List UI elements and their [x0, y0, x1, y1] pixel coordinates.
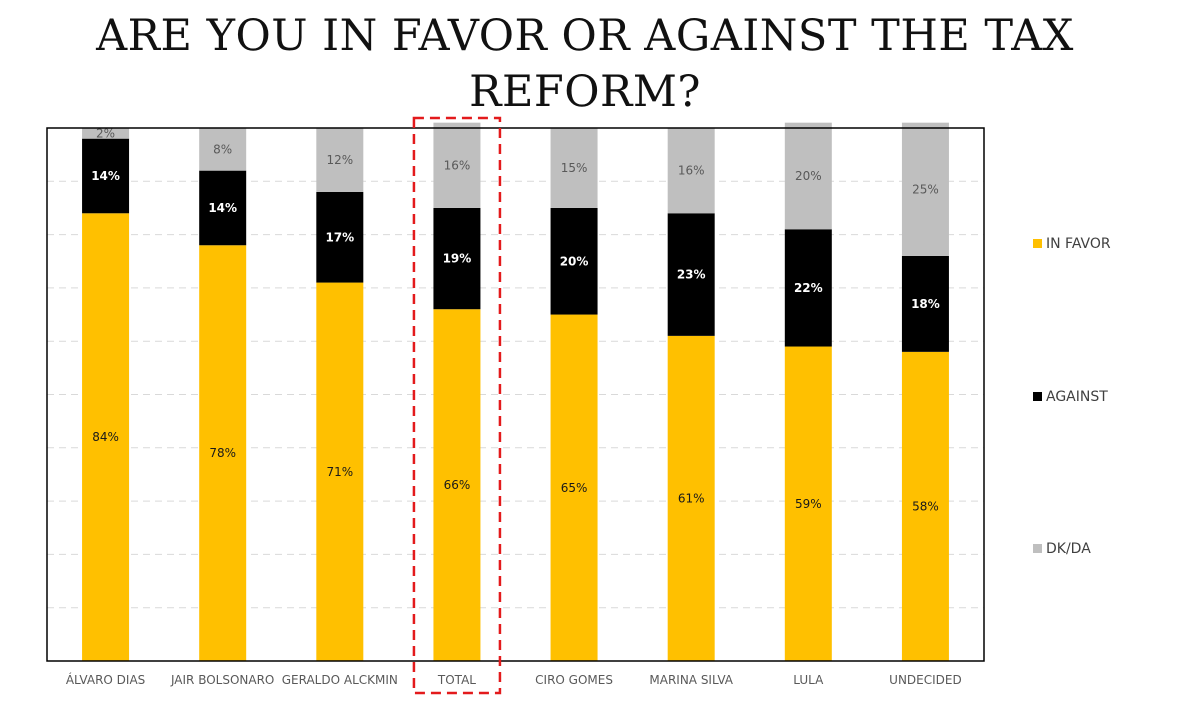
data-label: 25%	[912, 182, 939, 196]
data-label: 66%	[444, 478, 471, 492]
data-label: 65%	[561, 481, 588, 495]
chart-title: ARE YOU IN FAVOR OR AGAINST THE TAX REFO…	[96, 11, 1074, 117]
bar-segment	[433, 122, 481, 208]
bar-segment	[316, 128, 364, 192]
data-label: 71%	[326, 465, 353, 479]
data-label: 14%	[208, 201, 237, 215]
data-label: 14%	[91, 169, 120, 183]
bar-segment	[901, 122, 949, 256]
bars	[82, 122, 949, 661]
data-label: 16%	[678, 164, 705, 178]
category-label: JAIR BOLSONARO	[170, 673, 274, 687]
data-labels: 84% 14% 2% 78% 14% 8% 71% 17% 12% 66% 19% 16% 65% 20%…	[91, 126, 940, 513]
bar-segment	[550, 128, 598, 208]
gridlines	[47, 180, 984, 609]
bar-segment	[199, 245, 247, 661]
category-label: UNDECIDED	[889, 673, 962, 687]
data-label: 19%	[443, 252, 472, 266]
bar-segment	[784, 229, 832, 347]
legend-swatch	[1033, 392, 1042, 401]
legend-label: DK/DA	[1046, 541, 1091, 557]
bar-segment	[82, 138, 130, 214]
bar-segment	[433, 309, 481, 661]
bar-segment	[316, 282, 364, 661]
data-label: 61%	[678, 491, 705, 505]
data-label: 8%	[213, 142, 232, 156]
data-label: 15%	[561, 161, 588, 175]
bar-segment	[82, 128, 130, 139]
total-highlight-box	[412, 116, 502, 695]
data-label: 22%	[794, 281, 823, 295]
data-label: 18%	[911, 297, 940, 311]
legend-label: AGAINST	[1046, 389, 1108, 405]
category-label: MARINA SILVA	[649, 673, 733, 687]
bar-segment	[82, 213, 130, 661]
data-label: 16%	[444, 158, 471, 172]
data-label: 78%	[209, 446, 236, 460]
bar-segment	[667, 335, 715, 661]
legend-swatch	[1033, 239, 1042, 248]
bar-segment	[550, 314, 598, 661]
bar-segment	[550, 207, 598, 315]
data-label: 12%	[326, 153, 353, 167]
category-labels: ÁLVARO DIAS JAIR BOLSONARO GERALDO ALCKMIN…	[66, 672, 962, 687]
data-label: 2%	[96, 126, 115, 140]
bar-segment	[901, 351, 949, 661]
legend-swatch	[1033, 544, 1042, 553]
data-label: 20%	[795, 169, 822, 183]
category-label: GERALDO ALCKMIN	[282, 673, 398, 687]
bar-segment	[901, 255, 949, 352]
bar-segment	[784, 346, 832, 661]
data-label: 58%	[912, 499, 939, 513]
legend: IN FAVOR AGAINST DK/DA	[1033, 236, 1111, 557]
legend-label: IN FAVOR	[1046, 236, 1111, 252]
data-label: 59%	[795, 497, 822, 511]
bar-segment	[199, 128, 247, 171]
data-label: 84%	[92, 430, 119, 444]
bar-segment	[667, 128, 715, 214]
category-label: TOTAL	[437, 673, 476, 687]
data-label: 20%	[560, 254, 589, 268]
bar-segment	[316, 191, 364, 283]
data-label: 23%	[677, 268, 706, 282]
bar-segment	[199, 170, 247, 246]
data-label: 17%	[325, 230, 354, 244]
category-label: LULA	[793, 673, 824, 687]
bar-segment	[433, 207, 481, 310]
plot-frame	[46, 127, 985, 662]
category-label: ÁLVARO DIAS	[66, 672, 145, 687]
category-label: CIRO GOMES	[535, 673, 613, 687]
bar-segment	[784, 122, 832, 230]
bar-segment	[667, 213, 715, 336]
